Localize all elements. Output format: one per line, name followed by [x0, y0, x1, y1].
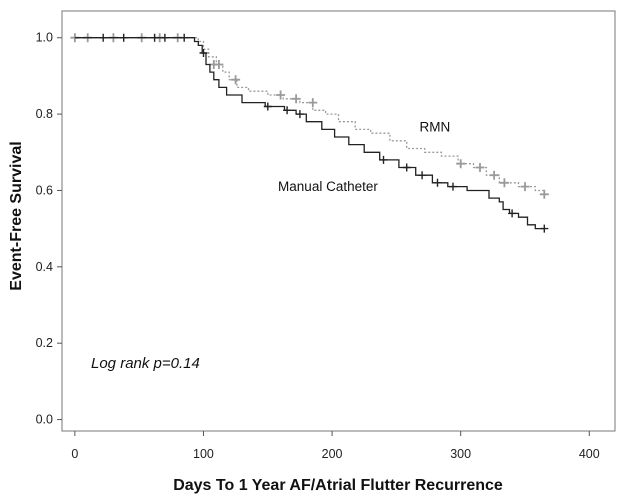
censor-mark-manual-catheter — [295, 110, 304, 119]
censor-mark-manual-catheter — [199, 49, 208, 57]
censor-mark-rmn — [499, 178, 509, 188]
x-tick-label: 200 — [322, 447, 343, 461]
x-axis: 0 100 200 300 400 — [71, 431, 600, 461]
censor-mark-manual-catheter — [449, 182, 457, 191]
censor-mark-manual-catheter — [418, 171, 427, 180]
censor-mark-rmn — [276, 90, 286, 100]
x-tick-label: 400 — [579, 447, 600, 461]
series-line-manual-catheter — [74, 37, 545, 230]
series-rmn — [70, 33, 549, 199]
x-tick-label: 300 — [450, 447, 471, 461]
censor-mark-manual-catheter — [433, 178, 442, 187]
y-tick-label: 0.0 — [36, 413, 53, 427]
series-label-manual-catheter: Manual Catheter — [278, 179, 378, 194]
censor-mark-manual-catheter — [150, 33, 159, 42]
series-label-rmn: RMN — [420, 119, 451, 134]
censor-mark-manual-catheter — [160, 33, 169, 42]
y-axis-title: Event-Free Survival — [8, 141, 25, 290]
y-tick-label: 1.0 — [36, 31, 53, 45]
censor-mark-rmn — [214, 60, 224, 69]
series-manual-catheter — [74, 33, 549, 233]
y-tick-label: 0.2 — [36, 336, 53, 350]
series-line-rmn — [74, 37, 545, 195]
y-tick-label: 0.4 — [36, 260, 53, 274]
log-rank-annotation: Log rank p=0.14 — [91, 355, 200, 372]
x-tick-label: 0 — [71, 447, 78, 461]
censor-mark-manual-catheter — [402, 163, 411, 172]
censor-mark-manual-catheter — [508, 209, 517, 218]
x-axis-title: Days To 1 Year AF/Atrial Flutter Recurre… — [173, 477, 503, 494]
censor-mark-manual-catheter — [99, 33, 108, 42]
censor-mark-manual-catheter — [283, 106, 292, 115]
censor-mark-manual-catheter — [379, 155, 388, 164]
plot-frame — [61, 10, 616, 432]
censor-mark-rmn — [520, 182, 530, 192]
censor-mark-rmn — [539, 189, 549, 199]
censor-mark-manual-catheter — [119, 33, 128, 42]
y-tick-label: 0.6 — [36, 183, 53, 197]
censor-mark-rmn — [231, 75, 241, 85]
censor-mark-rmn — [456, 159, 466, 169]
censor-mark-rmn — [308, 98, 318, 108]
series-label-layer: RMN Manual Catheter — [278, 119, 450, 194]
censor-mark-manual-catheter — [263, 102, 272, 111]
censor-mark-rmn — [489, 170, 499, 180]
y-axis: 0.0 0.2 0.4 0.6 0.8 1.0 — [36, 31, 62, 427]
y-tick-label: 0.8 — [36, 107, 53, 121]
censor-mark-manual-catheter — [180, 33, 189, 42]
x-tick-label: 100 — [193, 447, 214, 461]
censor-mark-rmn — [475, 163, 485, 172]
series-layer — [70, 33, 549, 233]
censor-mark-rmn — [291, 94, 301, 104]
censor-mark-manual-catheter — [540, 224, 549, 233]
